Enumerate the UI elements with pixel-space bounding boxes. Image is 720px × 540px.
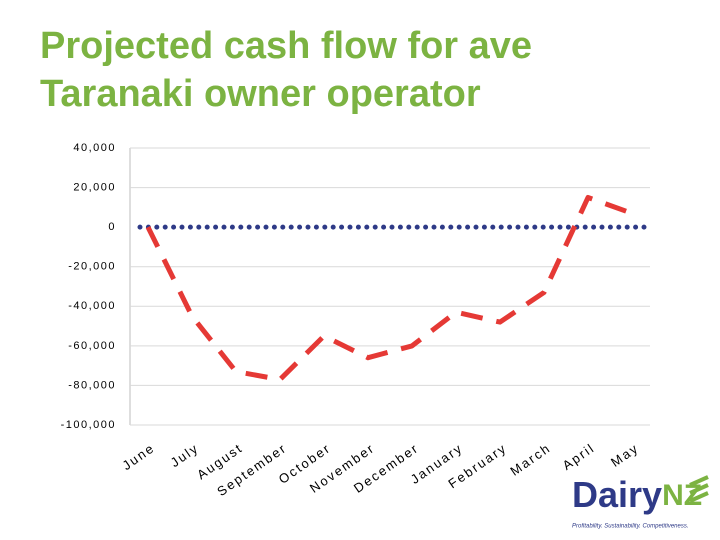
x-tick-label: July [168,440,202,470]
y-tick-label: -100,000 [61,419,116,431]
logo-brand-text: Dairy [572,474,662,515]
x-tick-label: March [507,440,553,479]
y-tick-label: -40,000 [68,300,116,312]
logo-tagline: Profitability. Sustainability. Competiti… [572,524,689,530]
x-tick-label: April [560,440,598,473]
title-line: Projected cash flow for ave [40,25,532,67]
logo: DairyNZ Profitability. Sustainability. C… [572,474,709,530]
y-tick-label: 0 [108,221,116,233]
y-tick-label: -80,000 [68,379,116,391]
logo-mark [689,475,709,503]
title-line: Taranaki owner operator [40,73,481,115]
x-tick-label: May [608,440,642,470]
y-tick-label: -20,000 [68,261,116,273]
series-line [145,195,633,382]
y-tick-label: 20,000 [73,181,116,193]
logo-brand: DairyNZ [572,474,702,515]
y-tick-label: -60,000 [68,340,116,352]
y-tick-label: 40,000 [73,142,116,154]
x-tick-label: June [119,440,157,473]
